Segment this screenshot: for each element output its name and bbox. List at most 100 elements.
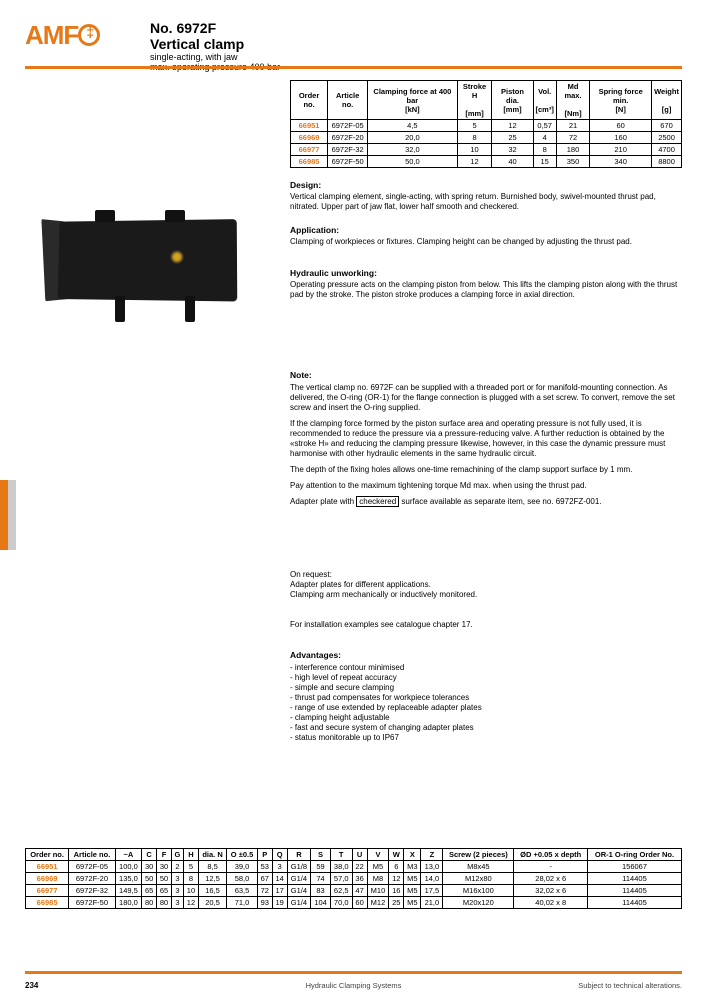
col-header: Z — [421, 849, 443, 861]
advantage-item: - high level of repeat accuracy — [290, 673, 682, 683]
col-header: Md max.[Nm] — [556, 81, 589, 120]
table-cell: 8,5 — [198, 861, 226, 873]
col-header: Vol.[cm³] — [533, 81, 556, 120]
col-header: Article no. — [328, 81, 368, 120]
table-cell: 67 — [257, 873, 272, 885]
col-header: U — [352, 849, 367, 861]
brand-logo: AMF — [25, 20, 100, 51]
notec-body: For installation examples see catalogue … — [290, 620, 682, 630]
table-cell: 30 — [157, 861, 172, 873]
table-cell: M5 — [404, 885, 421, 897]
col-header: Piston dia.[mm] — [492, 81, 533, 120]
spec-table: Order no.Article no.Clamping force at 40… — [290, 80, 682, 168]
table-cell: 8800 — [652, 156, 682, 168]
table-cell: M12x80 — [443, 873, 514, 885]
table-cell: 3 — [171, 885, 183, 897]
table-cell: 19 — [272, 897, 287, 909]
table-cell: 6972F-32 — [69, 885, 115, 897]
advantage-item: - thrust pad compensates for workpiece t… — [290, 693, 682, 703]
table-cell: 2500 — [652, 132, 682, 144]
table-cell: 66985 — [291, 156, 328, 168]
section-design: Design: Vertical clamping element, singl… — [290, 180, 682, 212]
brand-icon — [78, 24, 100, 46]
table-cell: 8 — [184, 873, 199, 885]
table-cell: M16x100 — [443, 885, 514, 897]
col-header: Clamping force at 400 bar[kN] — [368, 81, 457, 120]
advantage-item: - fast and secure system of changing ada… — [290, 723, 682, 733]
col-header: Article no. — [69, 849, 115, 861]
table-cell: 40 — [492, 156, 533, 168]
table-cell: 670 — [652, 120, 682, 132]
table-cell: 80 — [157, 897, 172, 909]
table-cell: 4,5 — [368, 120, 457, 132]
side-tab-accent — [0, 480, 8, 550]
table-cell: 104 — [311, 897, 331, 909]
bolt-icon — [95, 210, 115, 222]
table-cell: 58,0 — [227, 873, 258, 885]
table-cell: 57,0 — [330, 873, 352, 885]
col-header: S — [311, 849, 331, 861]
note-head: Note: — [290, 370, 682, 381]
section-unworking: Hydraulic unworking: Operating pressure … — [290, 268, 682, 300]
note-body5-boxed: checkered — [356, 496, 399, 507]
side-tab-grey — [8, 480, 16, 550]
table-cell: 6972F-32 — [328, 144, 368, 156]
table-cell: 72 — [257, 885, 272, 897]
col-header: F — [157, 849, 172, 861]
col-header: Q — [272, 849, 287, 861]
dimension-table: Order no.Article no.~ACFGHdia. NO ±0.5PQ… — [25, 848, 682, 909]
table-row: 669776972F-32149,5656531016,563,57217G1/… — [26, 885, 682, 897]
title-block: No. 6972F Vertical clamp single-acting, … — [150, 20, 280, 72]
col-header: Screw (2 pieces) — [443, 849, 514, 861]
bottom-divider — [25, 971, 682, 974]
col-header: X — [404, 849, 421, 861]
table-cell: 0,57 — [533, 120, 556, 132]
col-header: R — [287, 849, 311, 861]
note-body5-post: surface available as separate item, see … — [399, 497, 601, 506]
design-body: Vertical clamping element, single-acting… — [290, 192, 682, 212]
advantage-item: - simple and secure clamping — [290, 683, 682, 693]
table-cell: 36 — [352, 873, 367, 885]
section-note: Note: The vertical clamp no. 6972F can b… — [290, 370, 682, 507]
table-cell: 59 — [311, 861, 331, 873]
application-body: Clamping of workpieces or fixtures. Clam… — [290, 237, 682, 247]
table-cell: 340 — [590, 156, 652, 168]
table-row: 669696972F-20135,050503812,558,06714G1/4… — [26, 873, 682, 885]
item-sub1: single-acting, with jaw — [150, 52, 280, 62]
table-cell: 21 — [556, 120, 589, 132]
table-cell: 20,0 — [368, 132, 457, 144]
table-cell: 62,5 — [330, 885, 352, 897]
table-row: 669856972F-50180,0808031220,571,09319G1/… — [26, 897, 682, 909]
design-head: Design: — [290, 180, 682, 190]
noteb-2: Adapter plates for different application… — [290, 580, 682, 590]
section-note-b: On request: Adapter plates for different… — [290, 570, 682, 600]
col-header: Spring force min.[N] — [590, 81, 652, 120]
table-cell: 83 — [311, 885, 331, 897]
table-cell: 50,0 — [368, 156, 457, 168]
footer-right: Subject to technical alterations. — [578, 981, 682, 990]
table-cell: 50 — [142, 873, 157, 885]
col-header: O ±0.5 — [227, 849, 258, 861]
col-header: Order no. — [26, 849, 69, 861]
brand-text: AMF — [25, 20, 78, 50]
unwork-head: Hydraulic unworking: — [290, 268, 682, 278]
note-body3: The depth of the fixing holes allows one… — [290, 465, 682, 475]
table-cell: 16 — [389, 885, 404, 897]
stud-icon — [115, 296, 125, 322]
section-note-c: For installation examples see catalogue … — [290, 620, 682, 630]
table-row: 669696972F-2020,08254721602500 — [291, 132, 682, 144]
application-head: Application: — [290, 225, 682, 235]
table-cell: 32,0 — [368, 144, 457, 156]
table-cell: 114405 — [588, 885, 682, 897]
table-cell: M3 — [404, 861, 421, 873]
spec-table-main: Order no.Article no.Clamping force at 40… — [290, 80, 682, 168]
unwork-body: Operating pressure acts on the clamping … — [290, 280, 682, 300]
table-cell: 6972F-20 — [328, 132, 368, 144]
table-cell: 25 — [492, 132, 533, 144]
table-cell: 47 — [352, 885, 367, 897]
table-cell: 65 — [142, 885, 157, 897]
table-cell: 8 — [457, 132, 492, 144]
table-cell: 71,0 — [227, 897, 258, 909]
table-row: 669516972F-054,55120,572160670 — [291, 120, 682, 132]
section-advantages: Advantages: - interference contour minim… — [290, 650, 682, 743]
